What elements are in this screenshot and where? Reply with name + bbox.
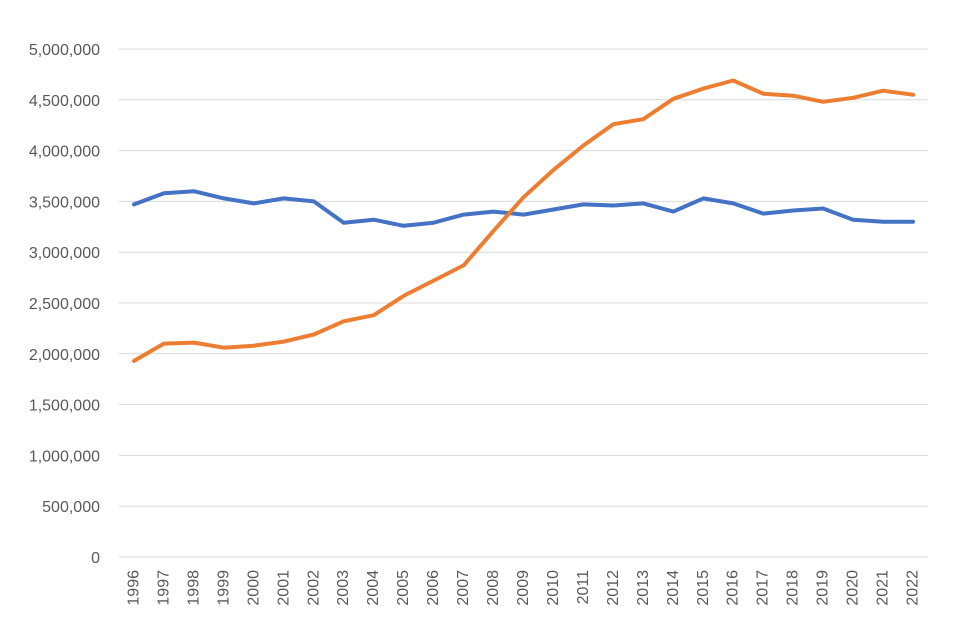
x-tick-label: 2019 — [815, 570, 832, 606]
x-tick-label: 2020 — [845, 570, 862, 606]
x-axis: 1996 1997 1998 1999 2000 2001 2002 2003 2004 2005… — [125, 570, 921, 606]
x-tick-label: 2001 — [275, 570, 292, 606]
x-tick-label: 2003 — [335, 570, 352, 606]
y-tick-label: 1,000,000 — [29, 448, 100, 465]
gridlines — [119, 48, 928, 558]
x-tick-label: 2010 — [545, 570, 562, 606]
y-tick-label: 2,000,000 — [29, 347, 100, 364]
y-tick-label: 500,000 — [42, 499, 100, 516]
x-tick-label: 2008 — [485, 570, 502, 606]
y-axis: 0 500,000 1,000,000 1,500,000 2,000,000 2,500… — [29, 42, 100, 567]
y-tick-label: 3,500,000 — [29, 194, 100, 211]
x-tick-label: 2022 — [905, 570, 922, 606]
series-line-2 — [132, 78, 915, 363]
x-tick-label: 2017 — [755, 570, 772, 606]
x-tick-label: 2015 — [695, 570, 712, 606]
series-layer — [132, 78, 915, 363]
x-tick-label: 2002 — [305, 570, 322, 606]
x-tick-label: 2005 — [395, 570, 412, 606]
x-tick-label: 2004 — [365, 570, 382, 606]
series-line-1 — [132, 189, 915, 228]
x-tick-label: 2013 — [635, 570, 652, 606]
y-tick-label: 4,500,000 — [29, 93, 100, 110]
x-tick-label: 2007 — [455, 570, 472, 606]
x-tick-label: 2012 — [605, 570, 622, 606]
y-tick-label: 3,000,000 — [29, 245, 100, 262]
y-tick-label: 1,500,000 — [29, 398, 100, 415]
x-tick-label: 2006 — [425, 570, 442, 606]
x-tick-label: 1999 — [215, 570, 232, 606]
x-tick-label: 2014 — [665, 570, 682, 606]
x-tick-label: 1996 — [125, 570, 142, 606]
x-tick-label: 2021 — [875, 570, 892, 606]
x-tick-label: 1998 — [185, 570, 202, 606]
y-tick-label: 4,000,000 — [29, 144, 100, 161]
x-tick-label: 1997 — [155, 570, 172, 606]
x-tick-label: 2016 — [725, 570, 742, 606]
y-tick-label: 2,500,000 — [29, 296, 100, 313]
y-tick-label: 5,000,000 — [29, 42, 100, 59]
x-tick-label: 2000 — [245, 570, 262, 606]
x-tick-label: 2009 — [515, 570, 532, 606]
x-tick-label: 2011 — [575, 570, 592, 605]
y-tick-label: 0 — [91, 550, 100, 567]
x-tick-label: 2018 — [785, 570, 802, 606]
